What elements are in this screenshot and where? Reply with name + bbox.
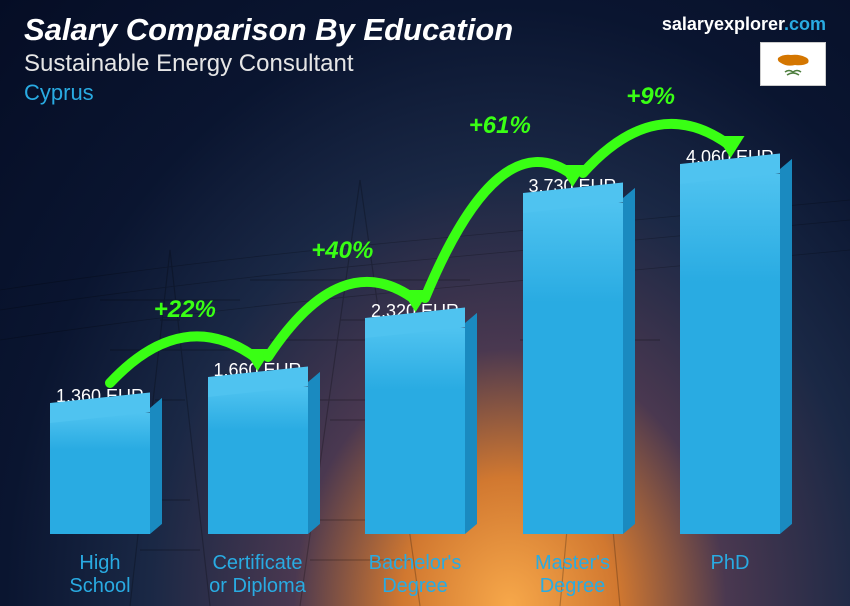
brand-suffix: .com xyxy=(784,14,826,34)
bar xyxy=(208,387,308,534)
category-label: Master'sDegree xyxy=(503,552,643,598)
bar-group: 3,730 EUR xyxy=(503,176,643,534)
category-label: Bachelor'sDegree xyxy=(345,552,485,598)
bar xyxy=(523,203,623,534)
chart-country: Cyprus xyxy=(24,80,826,106)
increase-label: +22% xyxy=(154,296,216,324)
brand: salaryexplorer.com xyxy=(662,14,826,35)
bar-group: 1,360 EUR xyxy=(30,386,170,534)
increase-label: +61% xyxy=(469,112,531,140)
bar-group: 2,320 EUR xyxy=(345,301,485,534)
bar xyxy=(50,413,150,534)
bar xyxy=(680,174,780,534)
flag-cyprus xyxy=(760,42,826,86)
brand-name: salaryexplorer xyxy=(662,14,784,34)
category-label: HighSchool xyxy=(30,552,170,598)
increase-label: +40% xyxy=(311,237,373,265)
category-label: PhD xyxy=(660,552,800,598)
increase-label: +9% xyxy=(626,83,675,111)
bar-chart: 1,360 EUR1,660 EUR2,320 EUR3,730 EUR4,06… xyxy=(30,114,800,534)
category-labels: HighSchool Certificateor Diploma Bachelor'… xyxy=(30,552,800,598)
category-label: Certificateor Diploma xyxy=(188,552,328,598)
bar-group: 4,060 EUR xyxy=(660,147,800,534)
bar-group: 1,660 EUR xyxy=(188,360,328,534)
chart-subtitle: Sustainable Energy Consultant xyxy=(24,50,826,78)
bar xyxy=(365,328,465,534)
